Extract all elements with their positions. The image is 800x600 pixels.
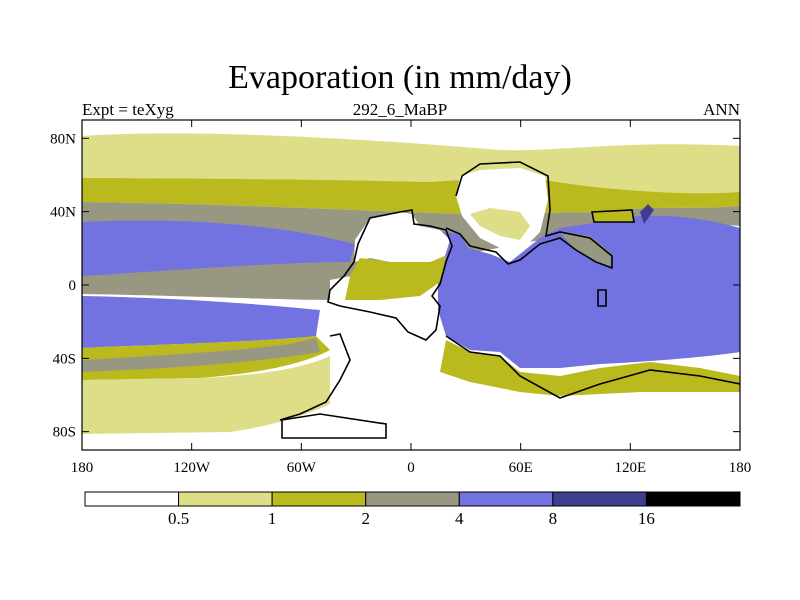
lat-tick-label: 80N — [50, 131, 76, 147]
colorbar-box — [645, 491, 741, 507]
latitude-ticks: 80N 40N 0 40S 80S — [50, 131, 740, 441]
colorbar-label: 2 — [361, 509, 370, 528]
colorbar-box — [271, 491, 367, 507]
lat-tick-label: 40N — [50, 205, 76, 221]
age-label: 292_6_MaBP — [352, 100, 448, 119]
band-south-gray — [82, 338, 320, 372]
evaporation-field — [82, 120, 740, 450]
colorbar-box — [365, 491, 460, 507]
lon-tick-label: 60W — [287, 460, 317, 476]
coast-east — [445, 335, 740, 399]
season-label: ANN — [703, 100, 740, 119]
ocean-blue-north — [82, 220, 355, 276]
colorbar-label: 16 — [638, 509, 655, 528]
colorbar-label: 8 — [549, 509, 558, 528]
land-north-america — [354, 212, 450, 266]
deep-blue-patch — [640, 204, 654, 224]
colorbar-label: 0.5 — [168, 509, 189, 528]
band-south-light — [82, 356, 330, 434]
coast-antarctica — [281, 413, 387, 439]
land-edge-light — [470, 208, 530, 240]
lon-tick-label: 180 — [71, 460, 94, 476]
inland-gray — [560, 232, 612, 266]
lat-tick-label: 80S — [53, 425, 76, 441]
colorbar-box — [458, 491, 554, 507]
coast-america — [327, 209, 453, 341]
lat-tick-label: 40S — [53, 351, 76, 367]
colorbar-box — [178, 491, 273, 507]
colorbar-box — [552, 491, 647, 507]
coast-south-america — [279, 333, 351, 421]
band-north-olive — [82, 170, 740, 214]
band-south-olive-east — [440, 340, 740, 396]
lon-tick-label: 60E — [509, 460, 533, 476]
land-edge-olive — [345, 256, 446, 300]
lon-tick-label: 120W — [173, 460, 211, 476]
lat-tick-label: 0 — [69, 278, 77, 294]
map-title: Evaporation (in mm/day) — [228, 59, 572, 96]
coast-island — [597, 289, 607, 307]
lon-tick-label: 180 — [729, 460, 752, 476]
longitude-ticks: 180 120W 60W 0 60E 120E 180 — [71, 120, 752, 476]
land-south-america — [330, 298, 440, 356]
colorbar-label: 4 — [455, 509, 464, 528]
lon-tick-label: 120E — [614, 460, 646, 476]
colorbar-label: 1 — [268, 509, 277, 528]
colorbar-box — [84, 491, 180, 507]
ocean-blue-east — [438, 215, 740, 368]
inland-olive — [592, 210, 634, 222]
coast-asia — [445, 161, 613, 270]
experiment-label: Expt = teXyg — [82, 100, 174, 119]
coastlines — [279, 161, 740, 439]
land-antarctica — [282, 414, 386, 438]
colorbar: 0.5 1 2 4 8 16 — [84, 491, 741, 528]
ocean-blue-south — [82, 296, 320, 348]
band-north-light — [82, 133, 740, 194]
lon-tick-label: 0 — [407, 460, 415, 476]
coast-inland — [591, 209, 635, 223]
